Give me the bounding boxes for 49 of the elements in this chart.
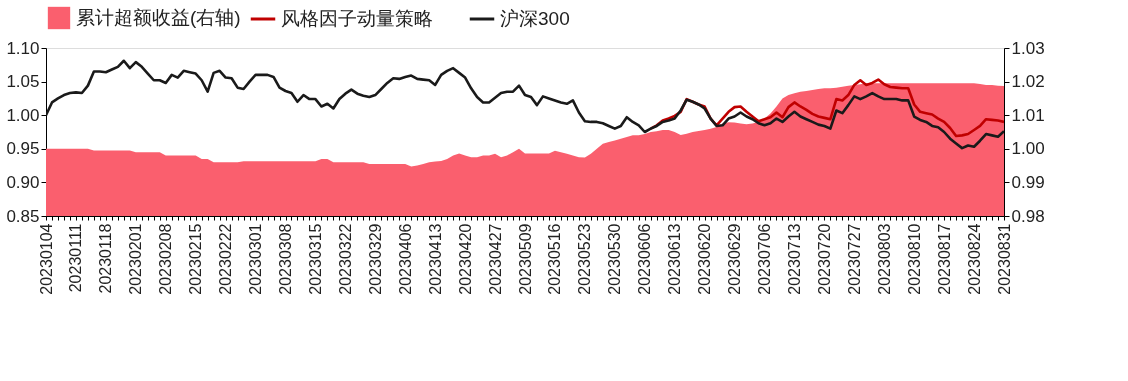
x-tick-label: 20230613 — [666, 223, 684, 295]
x-tick-label: 20230629 — [726, 223, 744, 295]
y2-tick-label: 1.03 — [1011, 38, 1045, 58]
x-tick-label: 20230201 — [127, 223, 145, 295]
y2-tick-label: 1.00 — [1011, 139, 1045, 159]
legend-label: 沪深300 — [500, 8, 570, 29]
y2-tick-label: 0.98 — [1011, 206, 1045, 226]
x-tick-label: 20230104 — [37, 223, 55, 295]
x-tick-label: 20230620 — [696, 223, 714, 295]
y-tick-label: 0.95 — [6, 139, 40, 159]
x-tick-label: 20230329 — [366, 223, 384, 295]
x-tick-label: 20230727 — [845, 223, 863, 295]
x-tick-label: 20230420 — [456, 223, 474, 295]
x-tick-label: 20230322 — [336, 223, 354, 295]
y-tick-label: 0.85 — [6, 206, 40, 226]
x-tick-label: 20230824 — [965, 223, 983, 295]
x-tick-label: 20230817 — [935, 223, 953, 295]
x-tick-label: 20230222 — [217, 223, 235, 295]
y2-tick-label: 1.01 — [1011, 105, 1045, 125]
x-tick-label: 20230301 — [247, 223, 265, 295]
x-tick-label: 20230308 — [277, 223, 294, 295]
x-tick-label: 20230720 — [815, 223, 833, 295]
x-tick-label: 20230413 — [426, 223, 444, 295]
x-tick-label: 20230530 — [606, 223, 624, 295]
x-tick-label: 20230516 — [546, 223, 564, 295]
x-tick-label: 20230523 — [576, 223, 594, 295]
x-tick-label: 20230509 — [516, 223, 534, 295]
x-tick-label: 20230406 — [396, 223, 414, 295]
x-tick-label: 20230606 — [636, 223, 654, 295]
x-tick-label: 20230208 — [157, 223, 175, 295]
y-tick-label: 1.05 — [6, 72, 40, 92]
legend-label: 风格因子动量策略 — [281, 8, 433, 29]
x-tick-label: 20230118 — [97, 223, 115, 294]
x-tick-label: 20230713 — [785, 223, 803, 295]
x-tick-label: 20230831 — [995, 223, 1013, 295]
x-tick-label: 20230706 — [756, 223, 773, 295]
y2-tick-label: 1.02 — [1011, 72, 1045, 92]
x-tick-label: 20230215 — [187, 223, 205, 295]
y-tick-label: 1.00 — [6, 105, 40, 125]
x-tick-label: 20230427 — [486, 223, 504, 295]
y-tick-label: 0.90 — [6, 172, 40, 192]
x-tick-label: 20230810 — [905, 223, 923, 295]
y-tick-label: 1.10 — [6, 38, 40, 58]
x-tick-label: 20230111 — [67, 223, 85, 293]
legend-label: 累计超额收益(右轴) — [76, 7, 241, 28]
x-tick-label: 20230315 — [306, 223, 324, 295]
line-series — [46, 59, 1004, 150]
y2-tick-label: 0.99 — [1011, 172, 1045, 192]
x-tick-label: 20230803 — [875, 223, 893, 295]
